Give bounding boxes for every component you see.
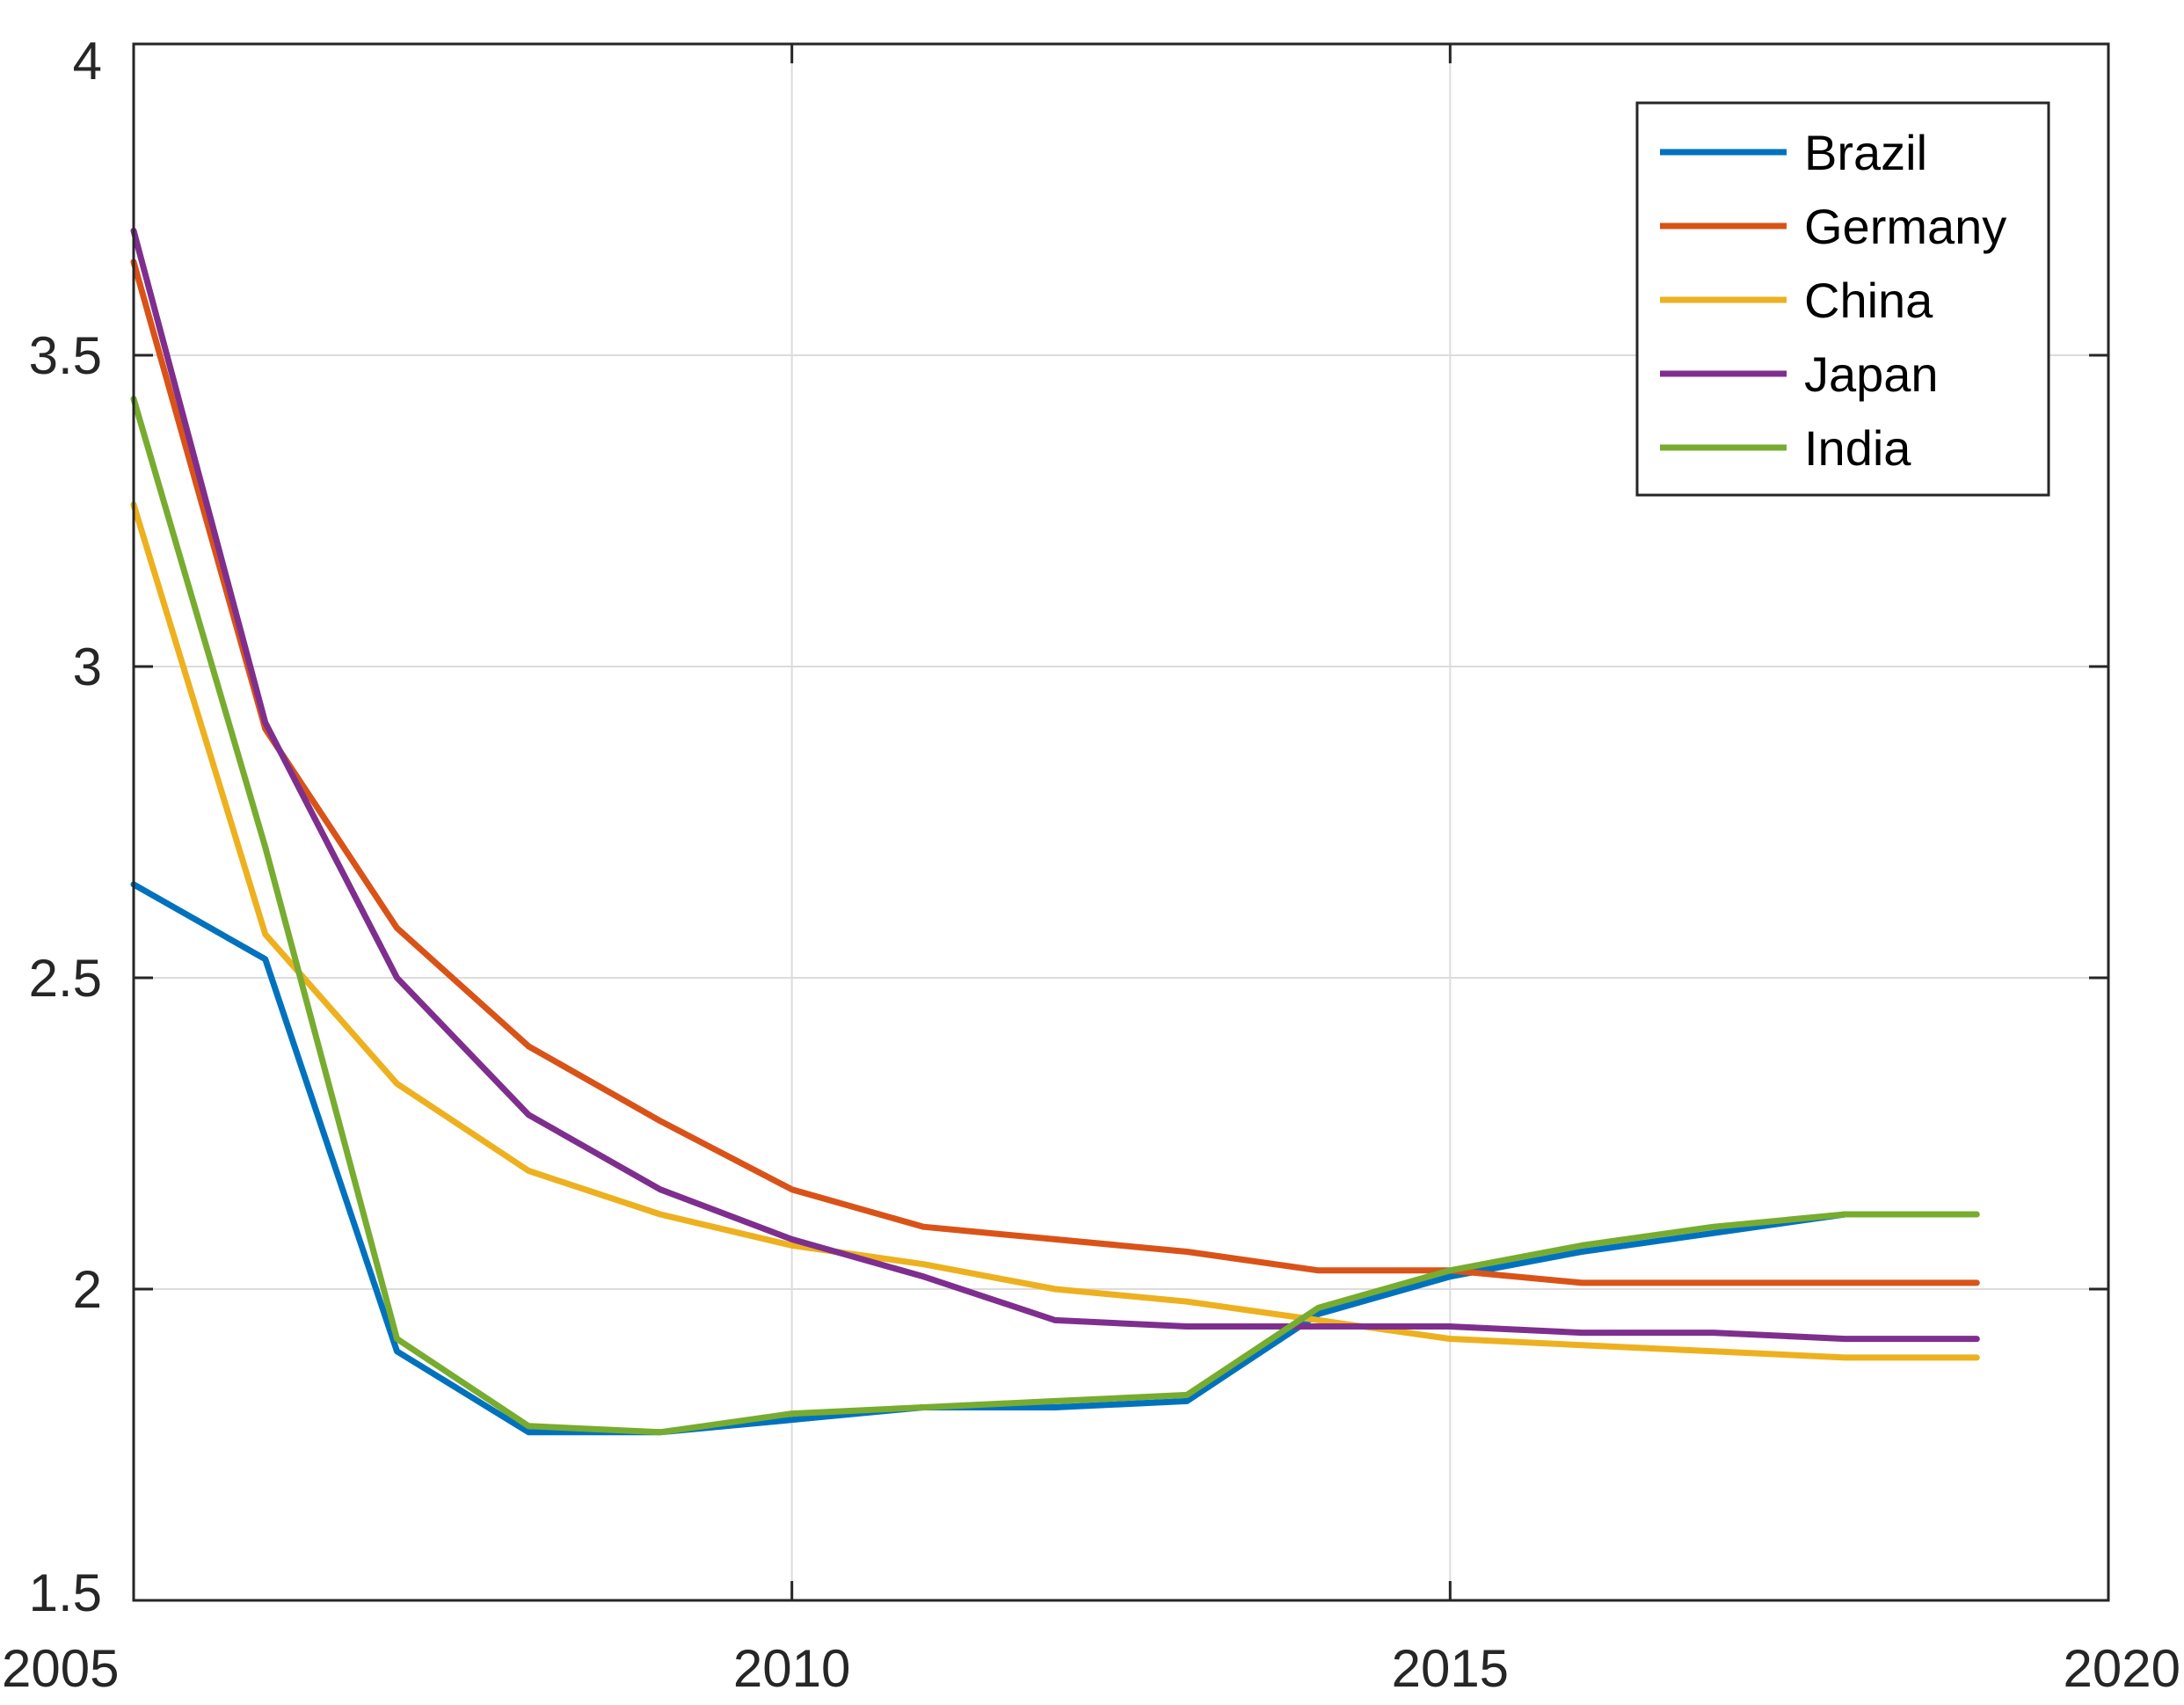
axes-box [132, 42, 2110, 1602]
series-line-japan [130, 227, 1980, 1343]
series-line-india [130, 396, 1980, 1436]
tick-marks [132, 42, 2110, 1602]
series-line-germany [130, 259, 1980, 1286]
y-tick-label: 2 [73, 1260, 102, 1319]
tick-labels: 2005 2010 2015 2020 1.5 2 2.5 3 3.5 4 [2, 32, 2180, 1698]
x-tick-label: 2010 [733, 1639, 850, 1698]
x-tick-label: 2015 [1392, 1639, 1509, 1698]
legend-label-germany: Germany [1804, 199, 2006, 254]
y-tick-label: 3.5 [29, 326, 102, 385]
y-tick-label: 3 [73, 638, 102, 696]
legend-label-china: China [1804, 273, 1933, 328]
legend-label-japan: Japan [1804, 346, 1939, 402]
series-lines [130, 227, 1980, 1436]
series-line-brazil [130, 881, 1848, 1436]
series-line-china [130, 501, 1980, 1361]
y-tick-label: 4 [73, 32, 102, 91]
legend-label-brazil: Brazil [1804, 125, 1927, 180]
x-tick-label: 2005 [2, 1639, 119, 1698]
y-tick-label: 1.5 [29, 1563, 102, 1622]
legend-label-india: India [1804, 420, 1911, 476]
legend: Brazil Germany China Japan India [1635, 101, 2050, 497]
y-tick-label: 2.5 [29, 949, 102, 1008]
x-tick-label: 2020 [2064, 1639, 2180, 1698]
